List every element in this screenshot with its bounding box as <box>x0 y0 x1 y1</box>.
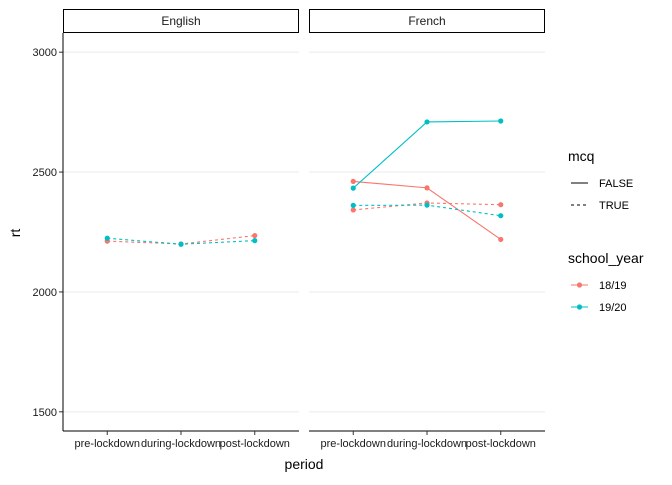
data-point <box>424 119 430 125</box>
facet-strip <box>309 9 545 33</box>
data-point <box>498 202 504 208</box>
legend-label: 19/20 <box>599 302 627 314</box>
series-line <box>352 120 501 189</box>
y-tick-label: 1500 <box>33 407 57 419</box>
x-tick-label: pre-lockdown <box>321 438 386 450</box>
y-axis-title: rt <box>7 229 23 238</box>
data-point <box>178 241 184 247</box>
data-point <box>498 213 504 219</box>
data-point <box>252 238 258 244</box>
data-point <box>498 118 504 124</box>
x-tick-label: during-lockdown <box>387 438 467 450</box>
legend-key-point <box>576 282 583 288</box>
facet-panel-french: French pre-lockdown during-lockdownpost-lo… <box>309 9 545 450</box>
x-tick-label: pre-lockdown <box>75 438 140 450</box>
y-tick-label: 2500 <box>33 167 57 179</box>
legend-title-school-year: school_year <box>568 250 644 266</box>
data-point <box>350 207 356 213</box>
data-point <box>424 185 430 191</box>
x-tick-label: during-lockdown <box>141 438 221 450</box>
legend-key-point <box>576 304 583 310</box>
data-point <box>104 235 110 241</box>
facet-strip-label: English <box>161 14 200 28</box>
y-tick-label: 3000 <box>33 47 57 59</box>
data-point <box>424 202 430 208</box>
legend: mcq FALSE TRUE school_year 18/19 19/20 <box>568 148 644 314</box>
y-tick-label: 2000 <box>33 287 57 299</box>
x-axis-title: period <box>285 456 324 472</box>
data-point <box>350 202 356 208</box>
facet-strip <box>63 9 299 33</box>
data-point <box>498 236 504 243</box>
legend-label: FALSE <box>599 178 633 190</box>
x-tick-label: post-lockdown <box>466 438 536 450</box>
y-axis: 1500 2000 2500 3000 <box>33 33 64 431</box>
legend-title-mcq: mcq <box>568 148 594 164</box>
data-point <box>350 178 356 185</box>
legend-label: TRUE <box>599 200 629 212</box>
data-point <box>252 232 258 239</box>
x-tick-label: post-lockdown <box>220 438 290 450</box>
facet-strip-label: French <box>408 14 445 28</box>
facet-panel-english: English pre-lockdown during-lockdownpost-l… <box>63 9 299 450</box>
legend-label: 18/19 <box>599 280 627 292</box>
data-point <box>350 185 356 191</box>
